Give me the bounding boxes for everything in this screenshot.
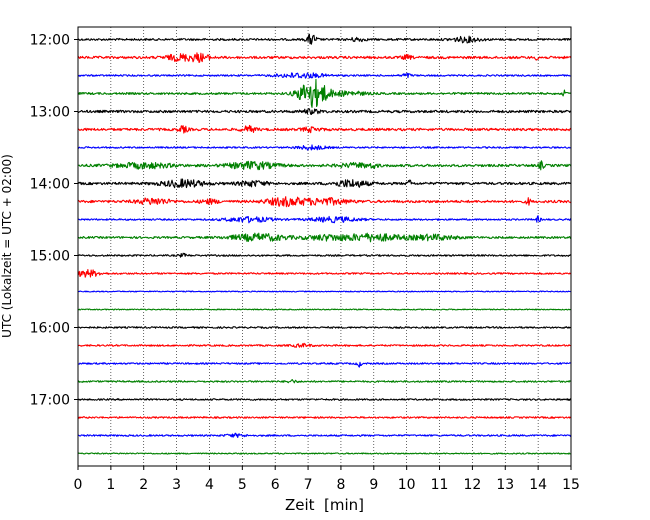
y-tick-label: 17:00 [30, 393, 70, 409]
seismogram-trace [77, 72, 572, 79]
y-tick-label: 16:00 [30, 321, 70, 337]
seismogram-trace [77, 160, 572, 171]
seismogram-trace [77, 342, 572, 348]
x-axis-ticks: 0 1 2 3 4 5 6 7 8 9 10 11 12 13 14 15 [74, 466, 580, 493]
x-tick-label: 9 [369, 477, 378, 493]
x-tick-label: 2 [139, 477, 148, 493]
x-tick-label: 7 [304, 477, 313, 493]
y-axis-label: UTC (Lokalzeit = UTC + 02:00) [0, 154, 14, 338]
x-tick-label: 13 [496, 477, 514, 493]
seismogram-traces [77, 33, 572, 455]
seismogram-trace [77, 124, 572, 134]
x-tick-label: 10 [398, 477, 416, 493]
x-tick-label: 12 [463, 477, 481, 493]
seismogram-trace [77, 232, 572, 243]
seismogram-trace [77, 326, 572, 329]
x-tick-label: 8 [336, 477, 345, 493]
seismogram-trace [77, 269, 572, 278]
seismogram-trace [77, 361, 572, 368]
seismogram-trace [77, 452, 572, 455]
seismogram-trace [77, 52, 572, 63]
x-axis-label: Zeit [min] [285, 496, 364, 514]
seismogram-trace [77, 308, 572, 311]
seismogram-trace [77, 108, 572, 116]
x-tick-label: 0 [74, 477, 83, 493]
seismogram-trace [77, 144, 572, 151]
y-tick-label: 13:00 [30, 105, 70, 121]
seismogram-trace [77, 290, 572, 293]
seismogram-trace [77, 398, 572, 401]
seismogram-trace [77, 196, 572, 208]
plot-frame [77, 26, 572, 467]
vertical-gridlines [110, 27, 539, 466]
x-tick-label: 5 [238, 477, 247, 493]
seismogram-trace [77, 432, 572, 439]
seismogram-trace [77, 215, 572, 224]
x-tick-label: 14 [529, 477, 547, 493]
y-axis-ticks: 12:00 13:00 14:00 15:00 16:00 17:00 [30, 33, 78, 409]
y-tick-label: 15:00 [30, 249, 70, 265]
seismogram-trace [77, 33, 572, 45]
seismogram-trace [77, 78, 572, 108]
seismogram-trace [77, 379, 572, 384]
x-tick-label: 6 [271, 477, 280, 493]
seismogram-trace [77, 178, 572, 189]
x-tick-label: 11 [431, 477, 449, 493]
y-tick-label: 12:00 [30, 33, 70, 49]
x-tick-label: 4 [205, 477, 214, 493]
x-tick-label: 15 [562, 477, 580, 493]
x-tick-label: 1 [106, 477, 115, 493]
seismogram-trace [77, 252, 572, 258]
seismogram-trace [77, 416, 572, 419]
y-tick-label: 14:00 [30, 177, 70, 193]
x-tick-label: 3 [172, 477, 181, 493]
